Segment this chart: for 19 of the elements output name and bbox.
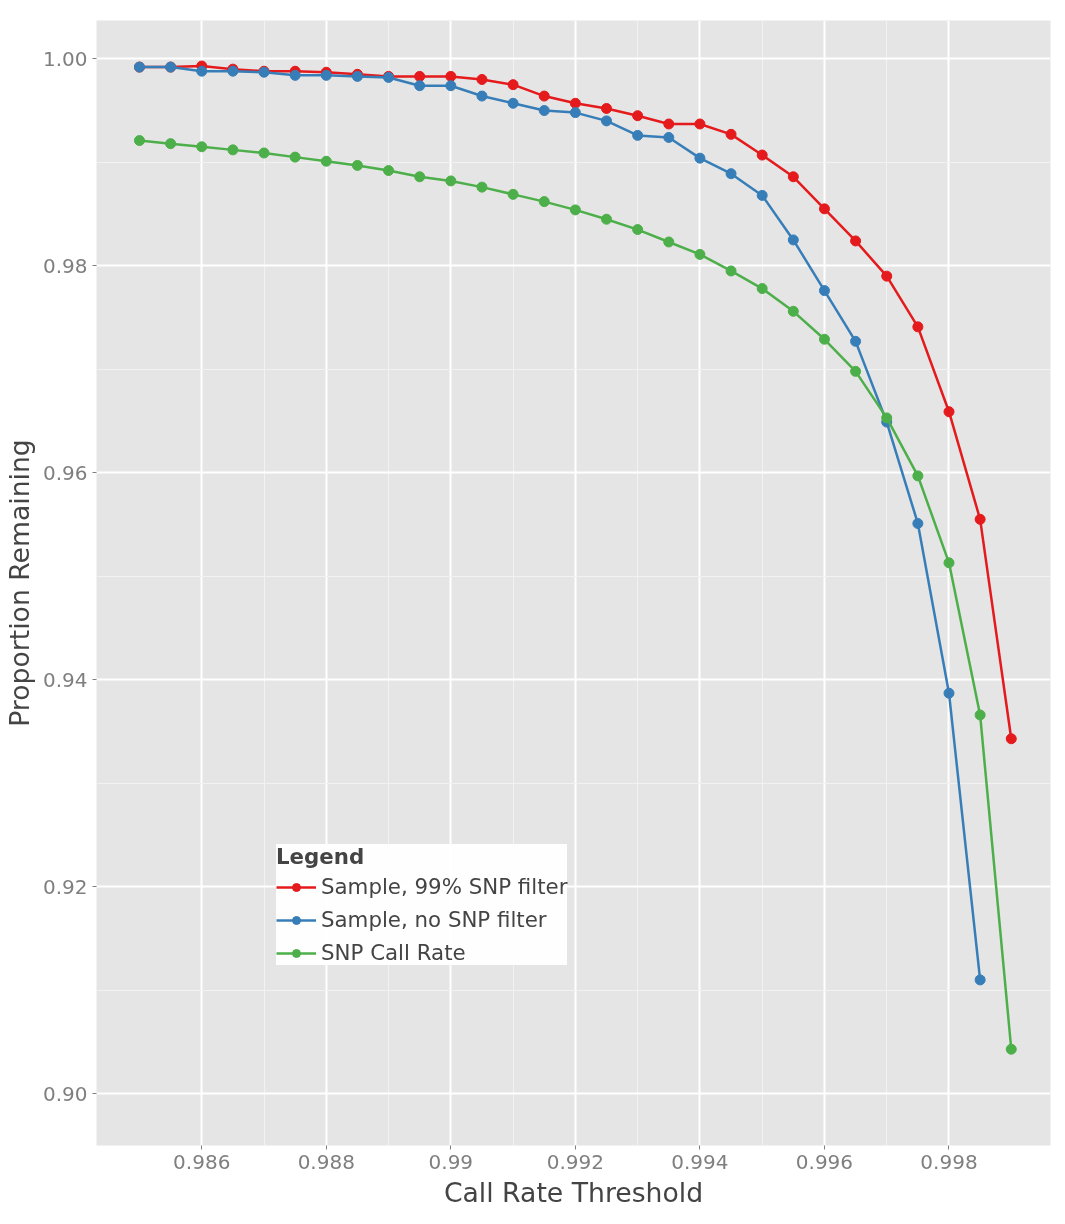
y-tick-label: 0.92	[42, 874, 88, 899]
x-tick-label: 0.996	[795, 1149, 854, 1174]
y-tick-label: 1.00	[42, 46, 88, 71]
y-tick-label: 0.98	[42, 253, 88, 278]
y-tick-label: 0.90	[42, 1081, 88, 1106]
x-axis-title: Call Rate Threshold	[443, 1176, 704, 1208]
y-tick-label: 0.94	[42, 667, 88, 692]
legend-label: SNP Call Rate	[321, 940, 466, 965]
legend-title: Legend	[276, 844, 366, 869]
x-tick-label: 0.988	[297, 1149, 355, 1174]
x-tick-label: 0.99	[428, 1149, 474, 1174]
x-tick-label: 0.994	[671, 1149, 729, 1174]
x-tick-label: 0.998	[920, 1149, 978, 1174]
x-tick-label: 0.992	[546, 1149, 605, 1174]
x-tick-label: 0.986	[173, 1149, 231, 1174]
y-axis-title: Proportion Remaining	[3, 439, 35, 727]
legend-label: Sample, no SNP filter	[321, 907, 547, 932]
y-tick-label: 0.96	[42, 460, 88, 485]
legend-label: Sample, 99% SNP filter	[321, 874, 568, 899]
